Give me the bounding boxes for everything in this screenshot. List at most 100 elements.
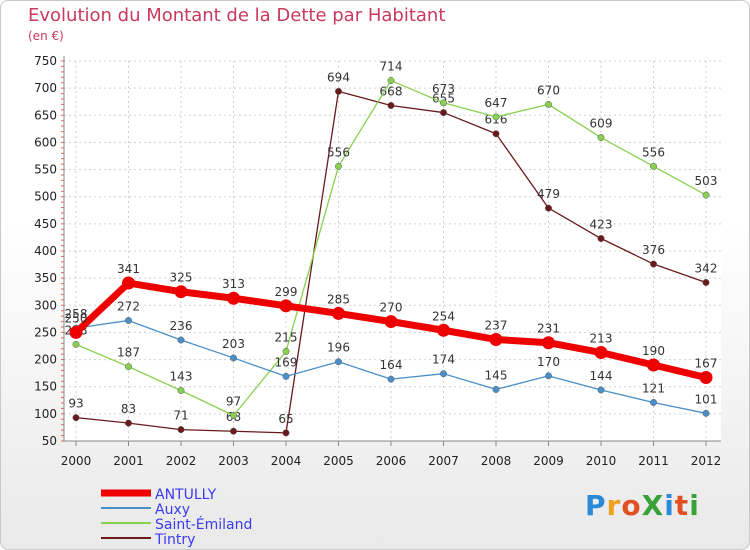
data-point	[702, 279, 710, 286]
data-label: 145	[485, 368, 508, 382]
chart-title: Evolution du Montant de la Dette par Hab…	[28, 5, 446, 26]
data-label: 285	[327, 292, 350, 306]
x-tick-label: 2010	[586, 454, 617, 468]
data-point	[594, 346, 608, 360]
y-tick-label: 250	[34, 325, 57, 339]
data-point	[230, 412, 237, 419]
x-tick-label: 2002	[166, 454, 197, 468]
data-point	[489, 332, 503, 346]
y-tick-label: 650	[34, 108, 57, 122]
data-label: 673	[432, 82, 455, 96]
data-label: 203	[222, 337, 245, 351]
x-tick-label: 2011	[638, 454, 669, 468]
data-label: 270	[380, 301, 403, 315]
x-tick-label: 2005	[323, 454, 354, 468]
data-point	[542, 336, 555, 350]
data-point	[335, 358, 342, 366]
data-point	[335, 87, 342, 95]
data-label: 237	[485, 318, 508, 332]
data-point	[440, 109, 447, 117]
data-label: 97	[226, 394, 241, 408]
data-point	[177, 336, 185, 344]
data-label: 196	[327, 341, 350, 355]
y-tick-label: 200	[34, 353, 57, 367]
data-point	[125, 419, 132, 427]
data-label: 655	[432, 92, 455, 106]
y-tick-label: 50	[42, 434, 57, 448]
data-point	[387, 375, 395, 383]
logo-letter: o	[621, 489, 642, 522]
data-point	[282, 429, 290, 437]
data-label: 341	[117, 262, 140, 276]
data-point	[387, 77, 395, 84]
data-label: 236	[170, 319, 193, 333]
y-tick-label: 300	[34, 298, 57, 312]
data-point	[492, 130, 500, 138]
data-point	[440, 370, 447, 378]
data-point	[177, 387, 185, 394]
x-tick-label: 2006	[376, 454, 407, 468]
data-point	[545, 372, 552, 380]
data-label: 609	[590, 117, 613, 131]
x-tick-label: 2009	[533, 454, 564, 468]
data-point	[597, 386, 605, 394]
data-label: 299	[275, 285, 298, 299]
data-point	[437, 323, 450, 337]
legend-label: Tintry	[154, 532, 195, 548]
data-point	[597, 134, 605, 141]
data-point	[332, 306, 345, 320]
x-tick-label: 2001	[113, 454, 144, 468]
data-label: 694	[327, 70, 350, 84]
data-label: 144	[590, 369, 613, 383]
data-point	[230, 354, 237, 362]
data-point	[545, 100, 552, 108]
data-label: 714	[380, 60, 403, 74]
logo-letter: i	[664, 489, 675, 522]
logo-letter: P	[585, 489, 607, 522]
data-point	[69, 325, 83, 339]
data-label: 479	[537, 187, 560, 201]
data-label: 213	[590, 332, 613, 346]
data-label: 174	[432, 353, 455, 367]
data-point	[650, 162, 657, 170]
data-point	[545, 204, 552, 212]
data-point	[230, 427, 237, 435]
y-tick-label: 750	[34, 54, 57, 68]
y-tick-label: 400	[34, 244, 57, 258]
data-point	[702, 409, 710, 417]
data-point	[387, 102, 395, 109]
data-label: 556	[327, 145, 350, 159]
data-label: 325	[170, 271, 193, 285]
x-tick-label: 2008	[481, 454, 512, 468]
chart-subtitle: (en €)	[28, 29, 64, 43]
data-point	[282, 347, 290, 355]
y-tick-label: 100	[34, 407, 57, 421]
data-point	[597, 235, 605, 242]
data-point	[440, 99, 447, 107]
data-label: 272	[117, 299, 140, 313]
data-point	[177, 426, 185, 434]
legend-label: ANTULLY	[155, 487, 217, 503]
data-point	[122, 276, 135, 290]
data-label: 167	[695, 356, 718, 370]
y-tick-label: 550	[34, 163, 57, 177]
data-point	[702, 191, 710, 199]
legend-label: Auxy	[155, 502, 190, 518]
data-label: 670	[537, 83, 560, 97]
x-tick-label: 2004	[271, 454, 302, 468]
data-point	[72, 340, 80, 348]
y-tick-label: 700	[34, 81, 57, 95]
data-point	[227, 291, 240, 305]
data-label: 187	[117, 346, 140, 360]
data-point	[492, 113, 500, 121]
data-point	[384, 315, 398, 329]
x-tick-label: 2007	[428, 454, 459, 468]
y-tick-label: 600	[34, 135, 57, 149]
x-tick-label: 2012	[691, 454, 722, 468]
legend-label: Saint-Émiland	[155, 516, 252, 533]
y-tick-label: 150	[34, 380, 57, 394]
data-label: 556	[642, 145, 665, 159]
data-point	[335, 162, 342, 170]
data-point	[174, 285, 188, 299]
